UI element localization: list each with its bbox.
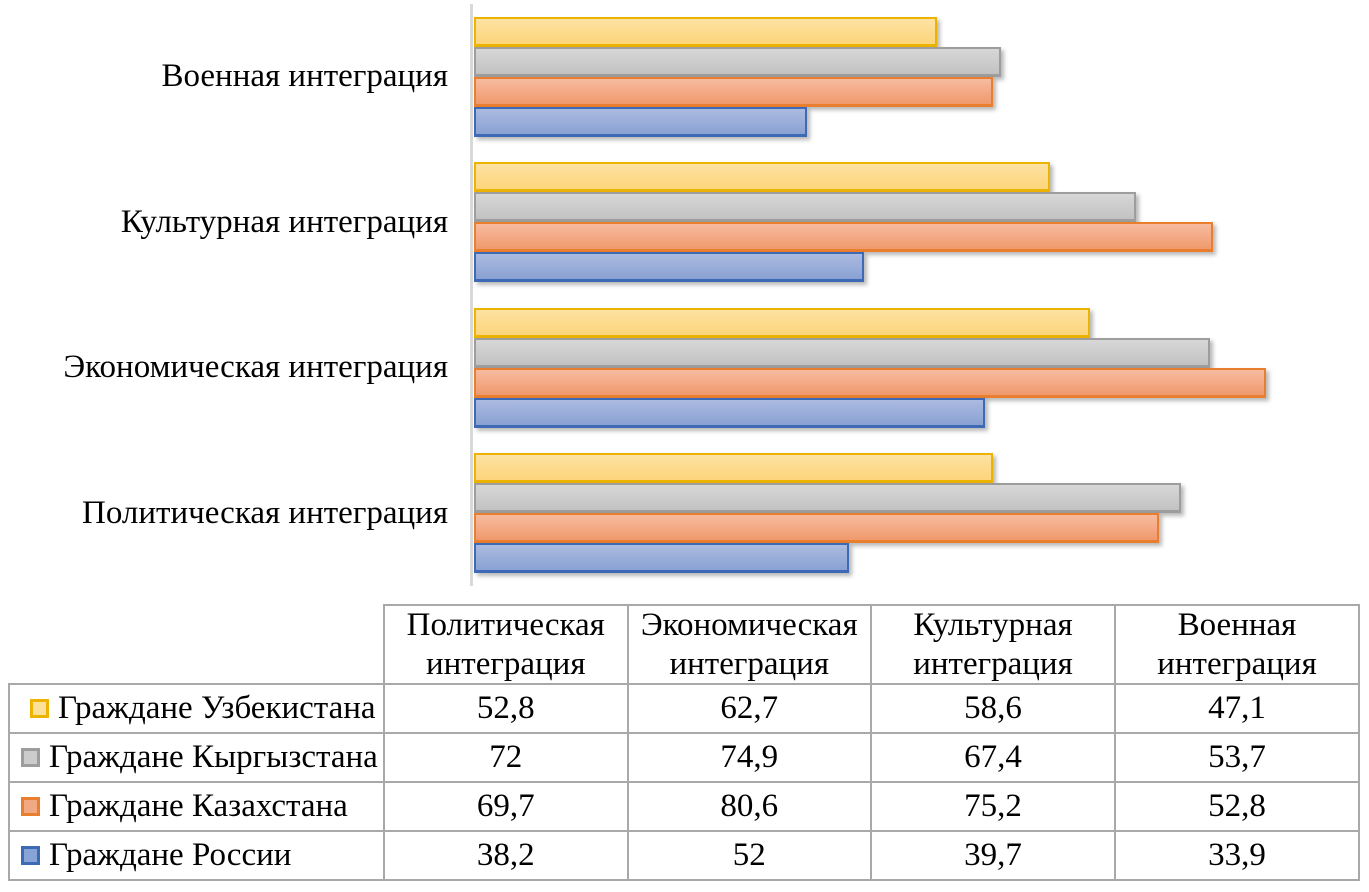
legend-swatch-russia [21, 846, 40, 866]
category-label-economic: Экономическая интеграция [63, 349, 448, 386]
bar-cultural-uzbekistan [474, 162, 1050, 193]
value-cell: 33,9 [1114, 830, 1360, 882]
row-label: Граждане Кыргызстана [49, 739, 378, 776]
category-axis-line [470, 4, 473, 586]
row-label: Граждане Казахстана [49, 788, 348, 825]
value-cell: 58,6 [870, 683, 1116, 735]
bar-economic-russia [474, 397, 985, 428]
table-header-row: Политическая интеграция Экономическая ин… [9, 603, 1360, 686]
row-label: Граждане России [49, 837, 292, 874]
bar-group-military [474, 4, 1358, 150]
value-cell: 47,1 [1114, 683, 1360, 735]
column-header-cultural: Культурная интеграция [870, 603, 1116, 686]
table-row-kyrgyzstan: Граждане Кыргызстана 72 74,9 67,4 53,7 [8, 732, 1360, 784]
bar-military-kyrgyzstan [474, 46, 1002, 77]
value-cell: 39,7 [870, 830, 1116, 882]
grouped-bar-chart: Военная интеграция Культурная интеграция… [0, 4, 1358, 586]
bar-political-kazakhstan [474, 513, 1159, 544]
row-label-cell: Граждане России [8, 830, 385, 882]
column-header-economic: Экономическая интеграция [626, 603, 872, 686]
bar-economic-kyrgyzstan [474, 337, 1210, 368]
value-cell: 74,9 [626, 732, 872, 784]
legend-swatch-kazakhstan [21, 797, 40, 817]
value-cell: 53,7 [1114, 732, 1360, 784]
bar-group-political [474, 441, 1358, 587]
bar-cultural-kyrgyzstan [474, 192, 1137, 223]
value-cell: 67,4 [870, 732, 1116, 784]
value-cell: 72 [383, 732, 629, 784]
bar-cultural-kazakhstan [474, 222, 1213, 253]
value-cell: 69,7 [383, 781, 629, 833]
legend-swatch-uzbekistan [30, 699, 49, 719]
bar-group-cultural [474, 150, 1358, 296]
table-row-russia: Граждане России 38,2 52 39,7 33,9 [8, 830, 1360, 882]
bar-political-kyrgyzstan [474, 483, 1182, 514]
table-row-uzbekistan: Граждане Узбекистана 52,8 62,7 58,6 47,1 [8, 683, 1360, 735]
column-header-political: Политическая интеграция [383, 603, 629, 686]
column-header-military: Военная интеграция [1114, 603, 1360, 686]
bar-group-economic [474, 295, 1358, 441]
bar-military-uzbekistan [474, 16, 937, 47]
bar-military-kazakhstan [474, 76, 993, 107]
row-label-cell: Граждане Кыргызстана [8, 732, 385, 784]
bar-military-russia [474, 106, 807, 137]
data-table: Политическая интеграция Экономическая ин… [8, 603, 1360, 882]
corner-cell [9, 605, 384, 684]
bar-economic-uzbekistan [474, 307, 1090, 338]
plot-area [474, 4, 1358, 586]
bar-political-uzbekistan [474, 453, 993, 484]
category-label-political: Политическая интеграция [82, 494, 448, 531]
value-cell: 38,2 [383, 830, 629, 882]
value-cell: 52 [626, 830, 872, 882]
value-cell: 75,2 [870, 781, 1116, 833]
table-row-kazakhstan: Граждане Казахстана 69,7 80,6 75,2 52,8 [8, 781, 1360, 833]
value-cell: 80,6 [626, 781, 872, 833]
value-cell: 62,7 [626, 683, 872, 735]
row-label-cell: Граждане Казахстана [8, 781, 385, 833]
category-label-cultural: Культурная интеграция [120, 203, 448, 240]
category-axis-labels: Военная интеграция Культурная интеграция… [0, 4, 448, 586]
value-cell: 52,8 [383, 683, 629, 735]
row-label-cell: Граждане Узбекистана [8, 683, 385, 735]
row-label: Граждане Узбекистана [58, 690, 376, 727]
value-cell: 52,8 [1114, 781, 1360, 833]
bar-cultural-russia [474, 252, 864, 283]
bar-economic-kazakhstan [474, 367, 1266, 398]
category-label-military: Военная интеграция [161, 58, 448, 95]
bar-political-russia [474, 543, 850, 574]
legend-swatch-kyrgyzstan [21, 748, 40, 768]
